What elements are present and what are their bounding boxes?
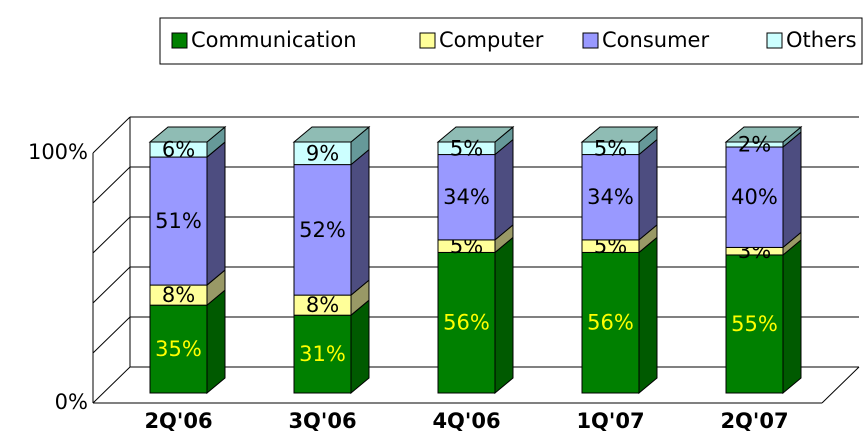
x-tick-label: 2Q'07 xyxy=(720,409,788,433)
x-tick-label: 4Q'06 xyxy=(432,409,500,433)
wall-grid-line xyxy=(92,266,131,304)
legend-label: Others xyxy=(786,28,857,52)
x-tick-label: 2Q'06 xyxy=(144,409,212,433)
bar-segment xyxy=(293,314,352,394)
legend-swatch xyxy=(171,32,188,49)
data-label: 52% xyxy=(299,218,346,242)
bar-top xyxy=(580,126,659,143)
legend-box xyxy=(159,17,863,65)
data-label: 56% xyxy=(443,311,490,335)
wall-grid-line xyxy=(92,116,131,154)
y-tick-label: 0% xyxy=(55,390,88,414)
data-label: 5% xyxy=(450,136,483,160)
y-tick-label: 100% xyxy=(28,140,88,164)
legend-swatch xyxy=(419,32,436,49)
data-label: 34% xyxy=(587,185,634,209)
bar-segment xyxy=(581,251,640,394)
bar-segment xyxy=(293,164,352,296)
bar-top xyxy=(724,126,803,143)
wall-grid-line xyxy=(92,166,131,204)
floor-right xyxy=(821,366,860,404)
data-label: 9% xyxy=(306,141,339,165)
bar-top xyxy=(148,126,227,143)
bar-segment xyxy=(149,156,208,286)
bar-side xyxy=(206,289,226,395)
legend-label: Computer xyxy=(439,28,544,52)
bar-side xyxy=(638,138,658,241)
x-tick-label: 3Q'06 xyxy=(288,409,356,433)
data-label: 31% xyxy=(299,342,346,366)
bar-segment xyxy=(725,146,784,248)
data-label: 56% xyxy=(587,311,634,335)
bar-segment xyxy=(437,154,496,241)
wall-grid-line xyxy=(92,316,131,354)
bar-side xyxy=(782,238,802,395)
legend-label: Communication xyxy=(191,28,357,52)
data-label: 40% xyxy=(731,185,778,209)
data-label: 8% xyxy=(306,293,339,317)
wall-grid-line xyxy=(92,366,131,404)
data-label: 34% xyxy=(443,185,490,209)
data-label: 51% xyxy=(155,209,202,233)
bar-side xyxy=(206,140,226,287)
wall-grid-line xyxy=(92,216,131,254)
bar-side xyxy=(638,236,658,395)
x-tick-label: 1Q'07 xyxy=(576,409,644,433)
data-label: 2% xyxy=(738,133,771,157)
legend-swatch xyxy=(582,32,599,49)
data-label: 5% xyxy=(594,136,627,160)
bar-side xyxy=(494,236,514,395)
legend-label: Consumer xyxy=(602,28,709,52)
bar-segment xyxy=(725,254,784,394)
bar-side xyxy=(494,138,514,241)
bar-segment xyxy=(437,251,496,394)
bar-side xyxy=(782,130,802,249)
bar-side xyxy=(350,148,370,297)
data-label: 35% xyxy=(155,337,202,361)
data-label: 8% xyxy=(162,283,195,307)
data-label: 6% xyxy=(162,138,195,162)
data-label: 55% xyxy=(731,312,778,336)
bar-top xyxy=(292,126,371,143)
bar-side xyxy=(350,299,370,395)
bar-top xyxy=(436,126,515,143)
legend-swatch xyxy=(766,32,783,49)
bar-segment xyxy=(149,304,208,394)
